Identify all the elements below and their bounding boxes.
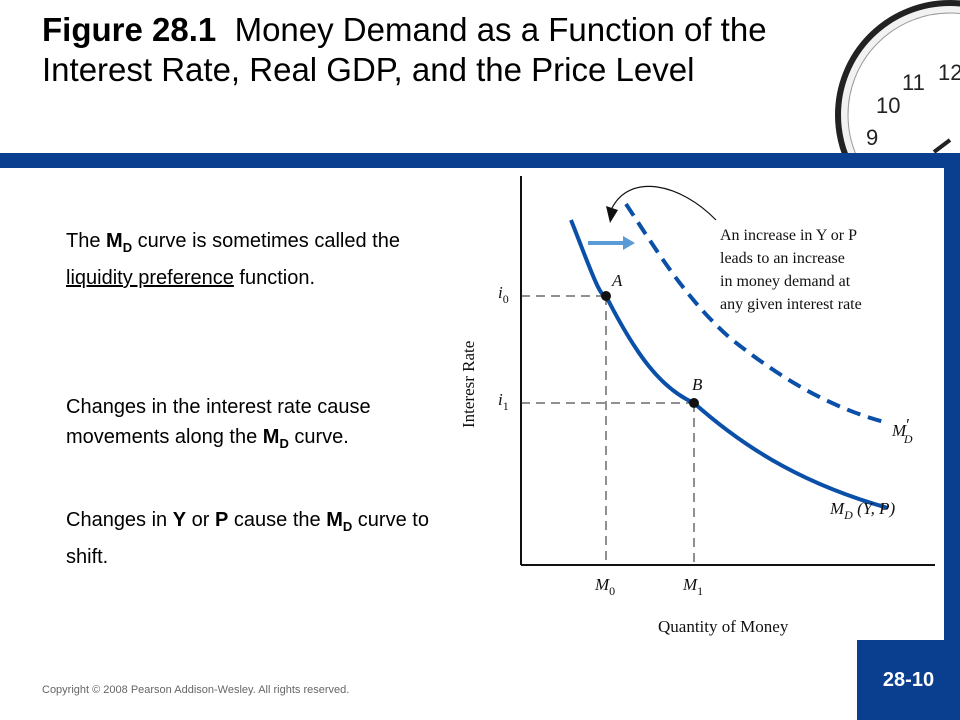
figure-title: Money Demand as a Function of the Intere… bbox=[42, 11, 767, 88]
y-tick-i1: i1 bbox=[498, 390, 509, 413]
clock-image: 12 11 10 9 bbox=[835, 0, 960, 155]
text-liquidity-preference: The MD curve is sometimes called the liq… bbox=[66, 230, 400, 289]
text-curve-shift: Changes in Y or P cause the MD curve to … bbox=[66, 509, 429, 568]
x-axis-label: Quantity of Money bbox=[658, 617, 789, 636]
series-md-prime-curve bbox=[624, 202, 889, 425]
clock-number-11: 11 bbox=[902, 70, 925, 95]
series-md-curve bbox=[569, 219, 889, 510]
y-tick-i0: i0 bbox=[498, 283, 509, 306]
clock-number-12: 12 bbox=[938, 60, 960, 85]
copyright-text: Copyright © 2008 Pearson Addison-Wesley.… bbox=[42, 684, 350, 696]
annotation-line-3: in money demand at bbox=[720, 273, 851, 290]
series-label-md-prime: M′ D bbox=[891, 415, 913, 446]
figure-number: Figure 28.1 bbox=[42, 11, 217, 48]
annotation-arrow bbox=[611, 185, 717, 221]
page-title: Figure 28.1 Money Demand as a Function o… bbox=[42, 10, 822, 90]
series-label-md: MD (Y, P) bbox=[829, 499, 896, 522]
money-demand-diagram: A B An increase in Y or P leads to an in… bbox=[459, 176, 935, 636]
point-label-b: B bbox=[692, 375, 703, 394]
x-tick-m0: M0 bbox=[594, 575, 615, 598]
x-tick-m1: M1 bbox=[682, 575, 703, 598]
point-label-a: A bbox=[611, 271, 623, 290]
y-axis-label: Interesr Rate bbox=[459, 341, 478, 428]
annotation-line-4: any given interest rate bbox=[720, 296, 862, 313]
point-a bbox=[601, 291, 611, 301]
header-band bbox=[0, 153, 960, 168]
annotation-line-2: leads to an increase bbox=[720, 250, 845, 267]
text-movement-along: Changes in the interest rate cause movem… bbox=[66, 396, 371, 451]
slide-number: 28-10 bbox=[857, 640, 960, 720]
right-band bbox=[944, 153, 960, 640]
term-liquidity-preference: liquidity preference bbox=[66, 267, 234, 289]
annotation-line-1: An increase in Y or P bbox=[720, 227, 857, 244]
point-b bbox=[689, 398, 699, 408]
shift-arrow-head bbox=[623, 236, 635, 250]
clock-number-10: 10 bbox=[876, 93, 900, 118]
clock-number-9: 9 bbox=[866, 125, 878, 150]
annotation-text: An increase in Y or P leads to an increa… bbox=[720, 227, 862, 313]
annotation-arrow-head bbox=[606, 206, 618, 223]
